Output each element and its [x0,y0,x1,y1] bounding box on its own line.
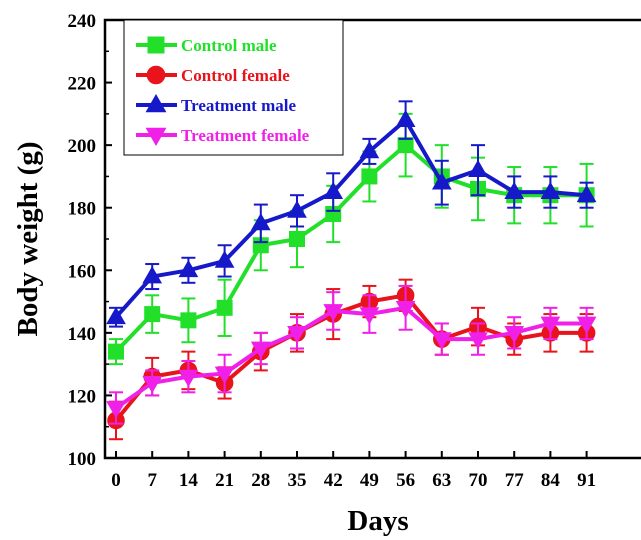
data-point-marker [178,369,199,388]
data-point-marker [504,325,525,344]
series-control-female [107,278,596,441]
data-point-marker [106,401,126,419]
data-point-marker [289,231,305,247]
x-tick-label: 35 [288,470,307,491]
data-point-marker [142,376,163,394]
data-point-marker [216,299,233,316]
data-point-marker [142,266,163,284]
data-point-marker [361,168,378,185]
data-point-marker [287,200,307,218]
y-tick-label: 220 [68,74,97,95]
x-tick-label: 42 [324,470,343,491]
x-axis: 0 7 14 21 28 35 42 49 56 63 70 77 84 91 [111,451,596,491]
y-tick-label: 200 [68,136,97,157]
data-point-marker [108,343,124,360]
data-point-marker [468,332,488,350]
y-axis: 100 120 140 160 180 200 220 240 [68,11,112,470]
data-point-marker [146,65,166,85]
legend-label: Control male [181,36,277,55]
y-tick-label: 180 [68,199,97,220]
legend-item: Treatment male [136,93,296,115]
data-point-marker [106,306,126,325]
data-point-marker [395,300,416,319]
data-point-marker [180,312,197,329]
y-tick-label: 100 [68,449,97,470]
x-tick-label: 56 [396,470,415,491]
legend: Control male Control female Treatment male… [123,19,344,156]
data-point-marker [178,259,199,278]
legend-item: Control female [136,65,290,85]
data-point-marker [359,141,380,159]
data-point-marker [323,181,344,199]
x-tick-label: 14 [179,470,199,491]
data-point-marker [145,127,167,147]
data-point-marker [147,36,165,54]
legend-label: Treatment female [181,126,310,145]
data-point-marker [359,307,380,325]
data-point-marker [287,325,307,344]
data-point-marker [431,172,452,190]
data-point-marker [214,250,235,268]
data-point-marker [214,366,235,384]
data-point-marker [468,159,488,178]
y-axis-label: Body weight (g) [12,142,44,337]
legend-item: Treatment female [136,126,310,147]
legend-label: Treatment male [181,96,296,115]
y-tick-label: 240 [68,11,97,32]
x-tick-label: 28 [251,470,270,491]
series-line [114,118,587,319]
x-tick-label: 0 [111,470,121,491]
y-tick-label: 140 [68,324,97,345]
legend-item: Control male [136,36,277,55]
legend-label: Control female [181,66,290,85]
data-point-marker [504,181,525,199]
y-tick-label: 160 [68,261,97,282]
data-point-marker [540,316,561,334]
x-tick-label: 49 [360,470,379,491]
data-point-marker [250,341,271,359]
series-treatment-female [106,284,597,425]
data-point-marker [540,181,561,199]
x-tick-label: 91 [577,470,596,491]
data-point-marker [145,93,167,113]
data-point-marker [144,306,161,323]
data-point-marker [431,332,452,350]
data-point-marker [397,137,414,154]
y-tick-label: 120 [68,386,97,407]
x-tick-label: 70 [469,470,488,491]
x-axis-label: Days [347,505,408,537]
x-tick-label: 7 [147,470,157,491]
series-treatment-male [106,100,597,328]
series-layer [106,100,597,441]
data-point-marker [576,184,597,203]
x-tick-label: 63 [432,470,451,491]
x-tick-label: 77 [505,470,525,491]
data-point-marker [576,316,597,334]
data-point-marker [395,109,416,127]
data-point-marker [323,304,344,322]
x-tick-label: 84 [541,470,561,491]
x-tick-label: 21 [215,470,234,491]
data-point-marker [250,212,271,231]
